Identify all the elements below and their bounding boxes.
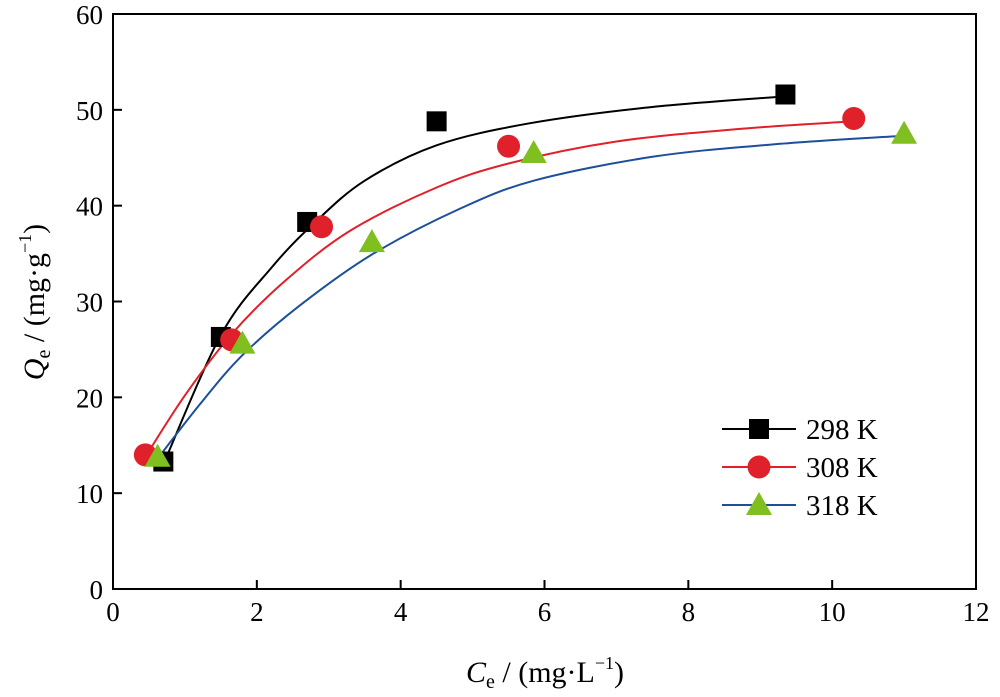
data-point-298k (426, 111, 447, 132)
legend-label-308k: 308 K (806, 452, 878, 484)
x-axis-title: Ce / (mg·L−1) (466, 653, 624, 693)
fit-curve-298k (162, 95, 786, 465)
data-point-318k (358, 229, 385, 253)
legend: 298 K 308 K 318 K (722, 414, 878, 522)
y-axis-title: Qe / (mg·g−1) (15, 224, 55, 380)
x-tick-label: 2 (250, 597, 264, 627)
data-point-308k (497, 134, 521, 158)
data-point-308k (310, 215, 334, 239)
data-points (133, 84, 918, 472)
x-tick-label: 8 (682, 597, 696, 627)
x-tick-label: 10 (819, 597, 846, 627)
legend-marker-318k (746, 492, 772, 515)
data-point-318k (520, 139, 547, 163)
y-tick-label: 30 (76, 288, 103, 318)
data-point-298k (775, 84, 796, 105)
y-tick-label: 40 (76, 192, 103, 222)
data-point-318k (891, 120, 918, 144)
legend-label-318k: 318 K (806, 490, 878, 522)
y-tick-label: 0 (90, 575, 104, 605)
y-tick-label: 50 (76, 96, 103, 126)
axis-ticks: 0 2 4 6 8 10 12 0 10 20 30 40 50 60 (76, 0, 990, 627)
legend-marker-308k (747, 455, 771, 479)
y-tick-label: 60 (76, 0, 103, 30)
y-tick-label: 20 (76, 383, 103, 413)
data-point-318k (144, 443, 171, 467)
data-point-318k (229, 330, 256, 354)
x-tick-label: 6 (538, 597, 552, 627)
x-tick-label: 4 (394, 597, 408, 627)
x-tick-label: 12 (963, 597, 990, 627)
legend-label-298k: 298 K (806, 414, 878, 446)
x-tick-label: 0 (106, 597, 120, 627)
fit-curve-308k (144, 120, 854, 458)
legend-marker-298k (749, 419, 769, 439)
data-point-308k (842, 106, 866, 130)
y-tick-label: 10 (76, 479, 103, 509)
fit-curve-318k (156, 134, 905, 460)
fit-curves (144, 95, 905, 465)
